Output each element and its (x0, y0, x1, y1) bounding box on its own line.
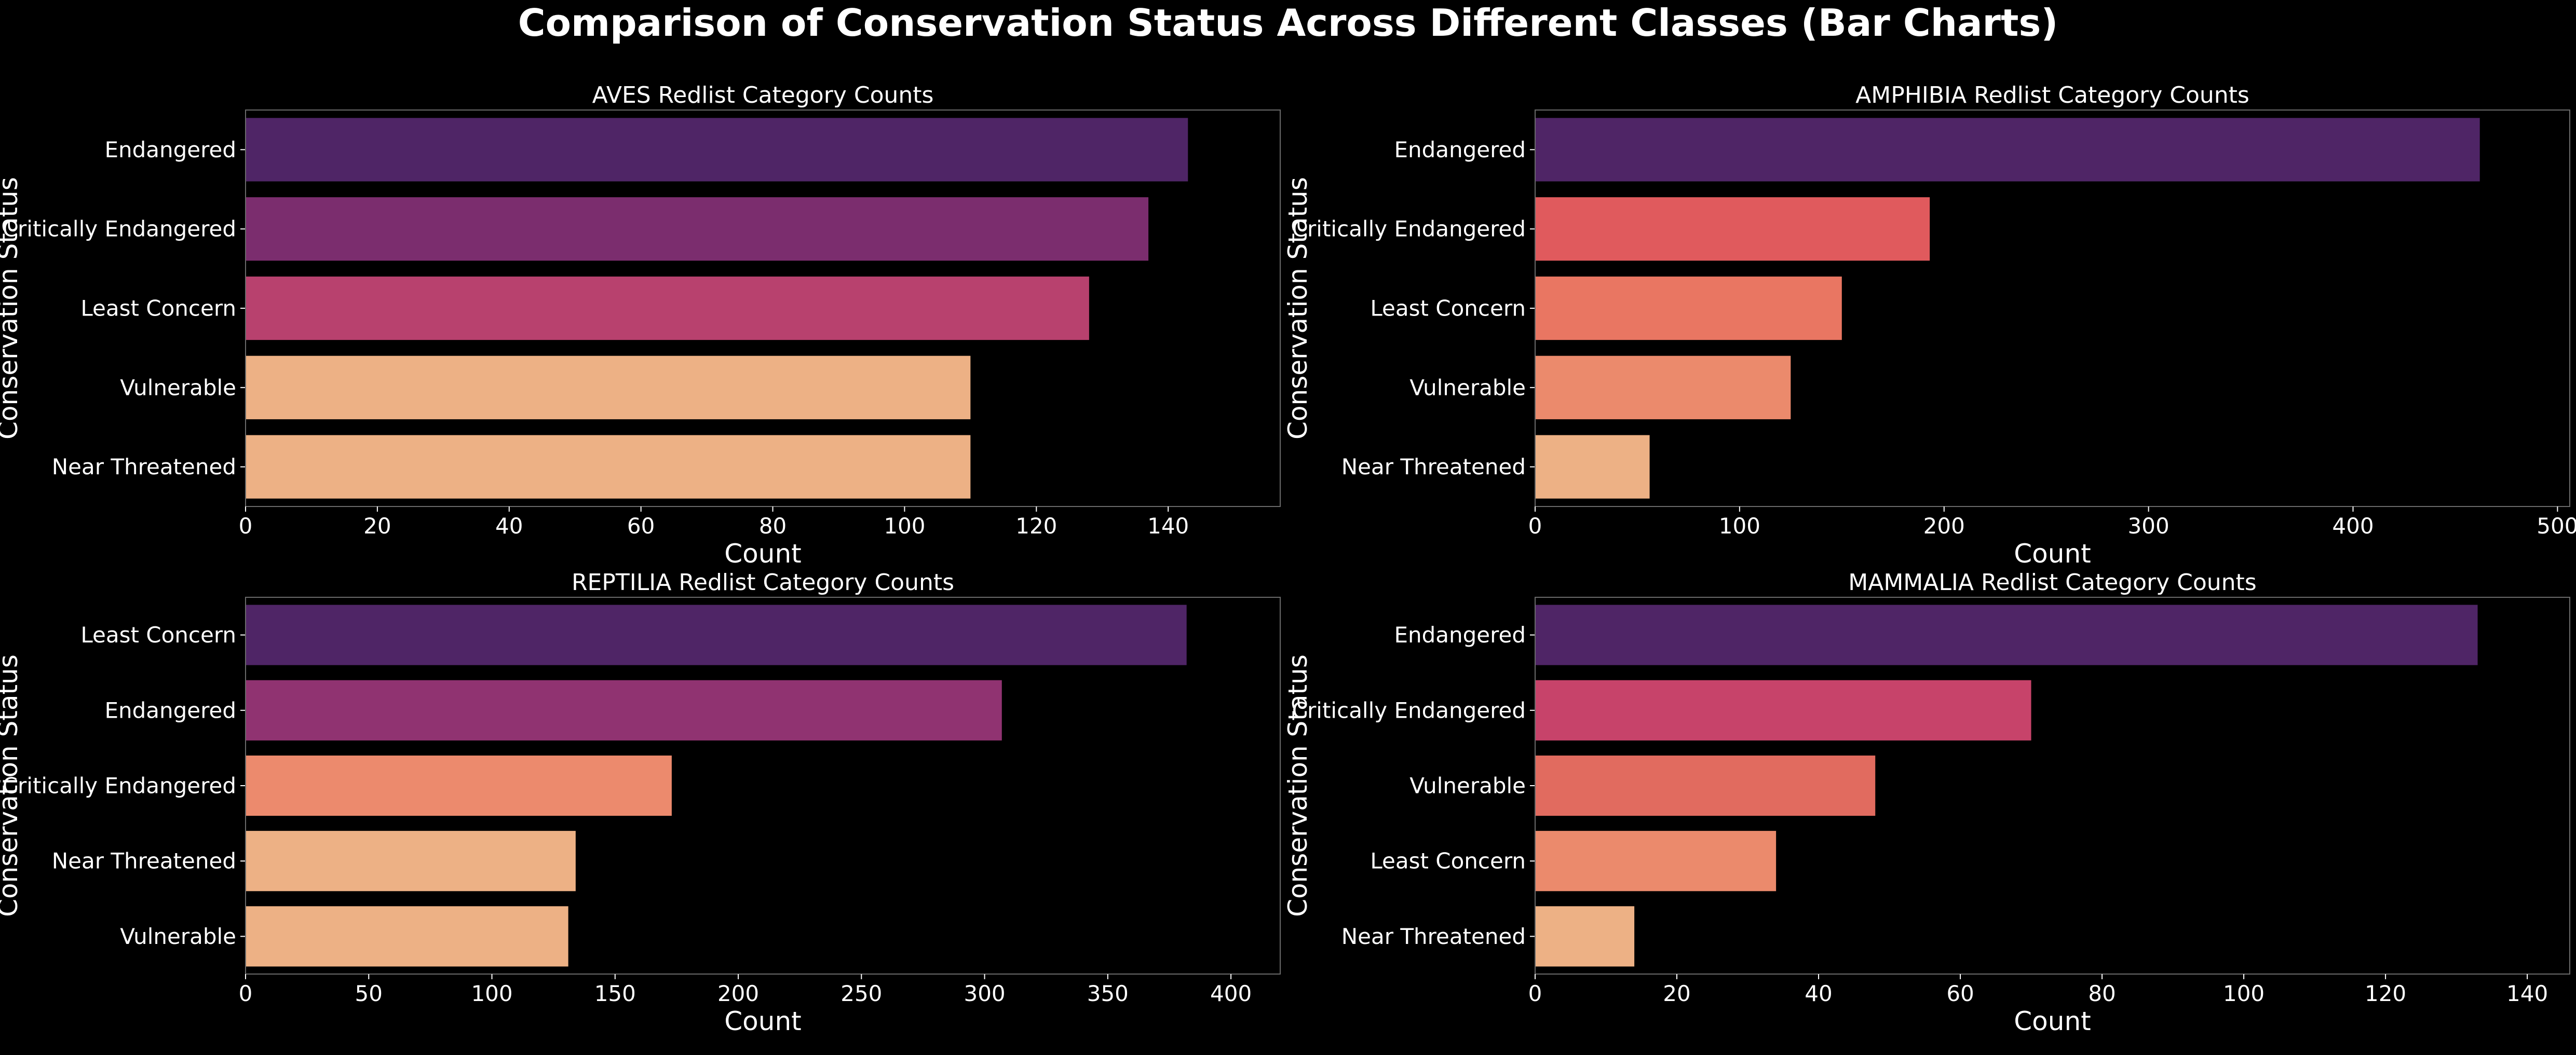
x-tick-label: 0 (1528, 981, 1542, 1006)
bar (1535, 197, 1930, 261)
y-tick-label: Critically Endangered (1292, 697, 1526, 723)
x-tick-label: 250 (840, 981, 882, 1006)
y-axis-label: Conservation Status (1283, 177, 1313, 440)
y-tick-label: Critically Endangered (3, 216, 236, 242)
panel-title: MAMMALIA Redlist Category Counts (1848, 569, 2256, 596)
bar (246, 680, 1002, 741)
x-tick-label: 0 (1528, 513, 1542, 539)
panel-title: AVES Redlist Category Counts (592, 82, 934, 108)
x-tick-label: 80 (2088, 981, 2116, 1006)
y-tick-label: Near Threatened (52, 454, 236, 479)
y-tick-label: Endangered (1394, 622, 1526, 648)
y-axis-label: Conservation Status (0, 654, 23, 917)
bar (246, 831, 576, 892)
x-tick-label: 200 (1923, 513, 1965, 539)
x-tick-label: 140 (2506, 981, 2548, 1006)
bar (1535, 276, 1842, 340)
x-tick-label: 0 (239, 981, 253, 1006)
x-axis-label: Count (724, 1006, 802, 1036)
bar (246, 197, 1149, 261)
x-axis-label: Count (2014, 539, 2091, 569)
x-tick-label: 150 (594, 981, 636, 1006)
bar (246, 906, 568, 967)
y-tick-label: Vulnerable (1409, 773, 1526, 799)
y-tick-label: Least Concern (1370, 848, 1526, 874)
x-axis-label: Count (2014, 1006, 2091, 1036)
axes-frame (245, 109, 1281, 507)
x-tick-label: 140 (1147, 513, 1189, 539)
x-tick-label: 200 (717, 981, 759, 1006)
x-tick-label: 0 (239, 513, 253, 539)
x-tick-label: 60 (627, 513, 655, 539)
x-tick-label: 100 (884, 513, 925, 539)
x-tick-label: 300 (964, 981, 1005, 1006)
x-tick-label: 40 (495, 513, 523, 539)
bar (1535, 355, 1791, 419)
y-tick-label: Critically Endangered (3, 773, 236, 799)
x-tick-label: 50 (355, 981, 383, 1006)
x-tick-label: 350 (1087, 981, 1129, 1006)
axes-frame (245, 597, 1281, 975)
bar (246, 355, 971, 419)
axes-frame (1535, 109, 2570, 507)
bar (1535, 118, 2480, 182)
panel-title: REPTILIA Redlist Category Counts (572, 569, 954, 596)
y-tick-label: Vulnerable (1409, 375, 1526, 400)
figure-title: Comparison of Conservation Status Across… (518, 1, 2058, 45)
y-tick-label: Critically Endangered (1292, 216, 1526, 242)
panel-title: AMPHIBIA Redlist Category Counts (1855, 82, 2249, 108)
y-tick-label: Least Concern (1370, 296, 1526, 321)
y-tick-label: Near Threatened (1341, 924, 1526, 949)
y-tick-label: Vulnerable (120, 924, 236, 949)
x-axis-label: Count (724, 539, 802, 569)
y-tick-label: Vulnerable (120, 375, 236, 400)
x-tick-label: 120 (2365, 981, 2406, 1006)
bar (246, 435, 971, 499)
y-axis-label: Conservation Status (1283, 654, 1313, 917)
x-tick-label: 60 (1946, 981, 1974, 1006)
x-tick-label: 20 (363, 513, 391, 539)
bar (1535, 755, 1876, 816)
x-tick-label: 80 (759, 513, 787, 539)
y-tick-label: Near Threatened (1341, 454, 1526, 479)
x-tick-label: 400 (1210, 981, 1252, 1006)
y-tick-label: Near Threatened (52, 848, 236, 874)
y-tick-label: Least Concern (80, 296, 236, 321)
bar (1535, 680, 2031, 741)
y-tick-label: Endangered (104, 137, 236, 162)
bar (1535, 605, 2478, 665)
x-tick-label: 100 (1719, 513, 1760, 539)
x-tick-label: 20 (1663, 981, 1690, 1006)
y-tick-label: Least Concern (80, 622, 236, 648)
x-tick-label: 300 (2128, 513, 2170, 539)
bar (1535, 831, 1777, 892)
x-tick-label: 40 (1805, 981, 1832, 1006)
y-axis-label: Conservation Status (0, 177, 23, 440)
bar (246, 118, 1188, 182)
bar (246, 276, 1089, 340)
bar (246, 605, 1187, 665)
y-tick-label: Endangered (1394, 137, 1526, 162)
axes-frame (1535, 597, 2570, 975)
y-tick-label: Endangered (104, 697, 236, 723)
x-tick-label: 120 (1015, 513, 1057, 539)
bar (1535, 906, 1635, 967)
x-tick-label: 100 (471, 981, 512, 1006)
x-tick-label: 400 (2332, 513, 2374, 539)
bar (1535, 435, 1650, 499)
x-tick-label: 100 (2223, 981, 2265, 1006)
x-tick-label: 500 (2537, 513, 2576, 539)
bar (246, 755, 672, 816)
